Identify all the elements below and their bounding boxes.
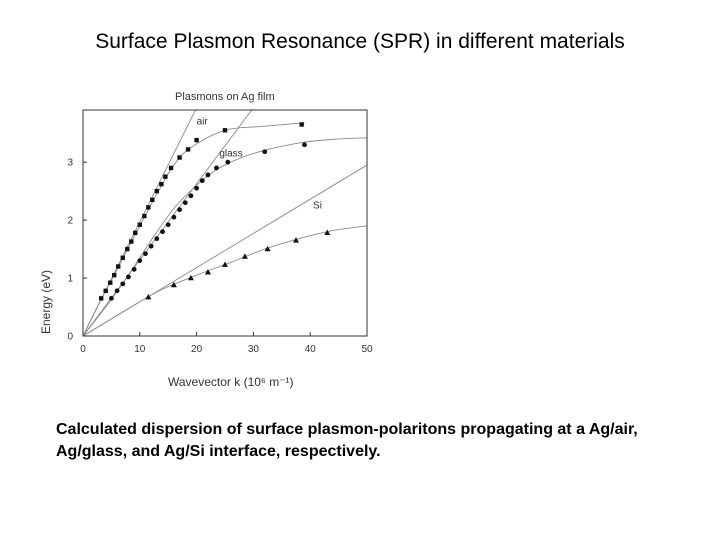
data-point-air (108, 280, 113, 285)
axis-ticks: 0 10 20 30 40 50 0 1 2 3 (67, 158, 373, 355)
data-point-air (168, 165, 174, 171)
chart-title: Plasmons on Ag film (175, 91, 275, 103)
data-point-glass (126, 274, 131, 280)
data-point-glass (199, 178, 205, 184)
data-point-air (185, 147, 191, 152)
data-point-glass (205, 172, 211, 178)
data-point-si (145, 293, 152, 300)
data-point-glass (165, 222, 171, 228)
data-point-glass (302, 142, 307, 148)
data-point-glass (160, 229, 165, 235)
data-point-air (103, 288, 108, 293)
data-point-air (177, 155, 182, 160)
x-tick-label: 40 (305, 344, 317, 355)
data-point-air (194, 137, 199, 143)
data-point-air (142, 213, 147, 219)
x-tick-label: 30 (248, 344, 260, 355)
x-axis-label: Wavevector k (10⁶ m⁻¹) (168, 375, 294, 389)
data-point-glass (137, 258, 143, 264)
data-point-si (324, 229, 331, 236)
data-point-glass (114, 288, 120, 294)
data-point-glass (143, 251, 148, 257)
data-point-air (133, 230, 138, 236)
data-point-air (125, 246, 130, 252)
data-point-si (293, 237, 299, 243)
curve-label-si: Si (313, 201, 322, 212)
spr-dispersion-chart: air glass Si 0 10 20 30 40 50 0 1 2 3 Plasmons on A… (30, 80, 390, 400)
data-point-air (163, 174, 168, 179)
y-tick-label: 2 (67, 216, 73, 227)
data-point-si (170, 281, 177, 288)
y-tick-label: 3 (67, 158, 73, 169)
data-point-air (137, 222, 142, 227)
y-axis-label: Energy (eV) (39, 270, 53, 334)
dispersion-curve-si (83, 225, 367, 336)
curve-label-air: air (197, 116, 209, 127)
data-point-air (299, 122, 304, 127)
data-point-glass (177, 207, 182, 213)
data-point-glass (214, 165, 219, 171)
x-tick-label: 50 (361, 344, 373, 355)
data-point-air (112, 272, 117, 278)
plot-background (30, 80, 390, 400)
data-point-air (222, 128, 228, 133)
data-point-glass (182, 200, 188, 206)
data-point-air (129, 239, 134, 244)
data-point-glass (225, 159, 231, 165)
data-point-glass (171, 214, 177, 220)
data-point-air (159, 181, 164, 187)
data-point-si (187, 274, 194, 281)
data-point-glass (194, 185, 200, 191)
plot-frame (82, 109, 368, 337)
data-point-air (116, 264, 121, 269)
data-point-si (204, 269, 211, 275)
data-point-si (222, 261, 228, 267)
y-tick-label: 0 (67, 332, 73, 343)
slide-title: Surface Plasmon Resonance (SPR) in diffe… (95, 30, 625, 53)
x-tick-label: 20 (191, 344, 203, 355)
data-point-air (146, 205, 151, 210)
data-point-air (150, 197, 155, 203)
data-point-glass (154, 236, 160, 242)
data-point-glass (120, 281, 126, 287)
figure-caption: Calculated dispersion of surface plasmon… (56, 421, 638, 460)
data-point-air (154, 188, 160, 194)
data-point-si (264, 245, 271, 252)
data-point-air (120, 255, 125, 260)
data-point-si (241, 253, 248, 259)
data-point-glass (131, 266, 137, 272)
y-tick-label: 1 (67, 274, 73, 285)
plot-content: air glass Si (83, 110, 367, 336)
x-tick-label: 0 (80, 344, 86, 355)
data-point-glass (188, 193, 194, 199)
x-tick-label: 10 (134, 344, 146, 355)
data-point-glass (148, 243, 154, 249)
curve-label-glass: glass (219, 148, 242, 159)
data-point-glass (262, 149, 268, 155)
data-point-glass (109, 295, 114, 301)
data-point-air (98, 296, 104, 301)
